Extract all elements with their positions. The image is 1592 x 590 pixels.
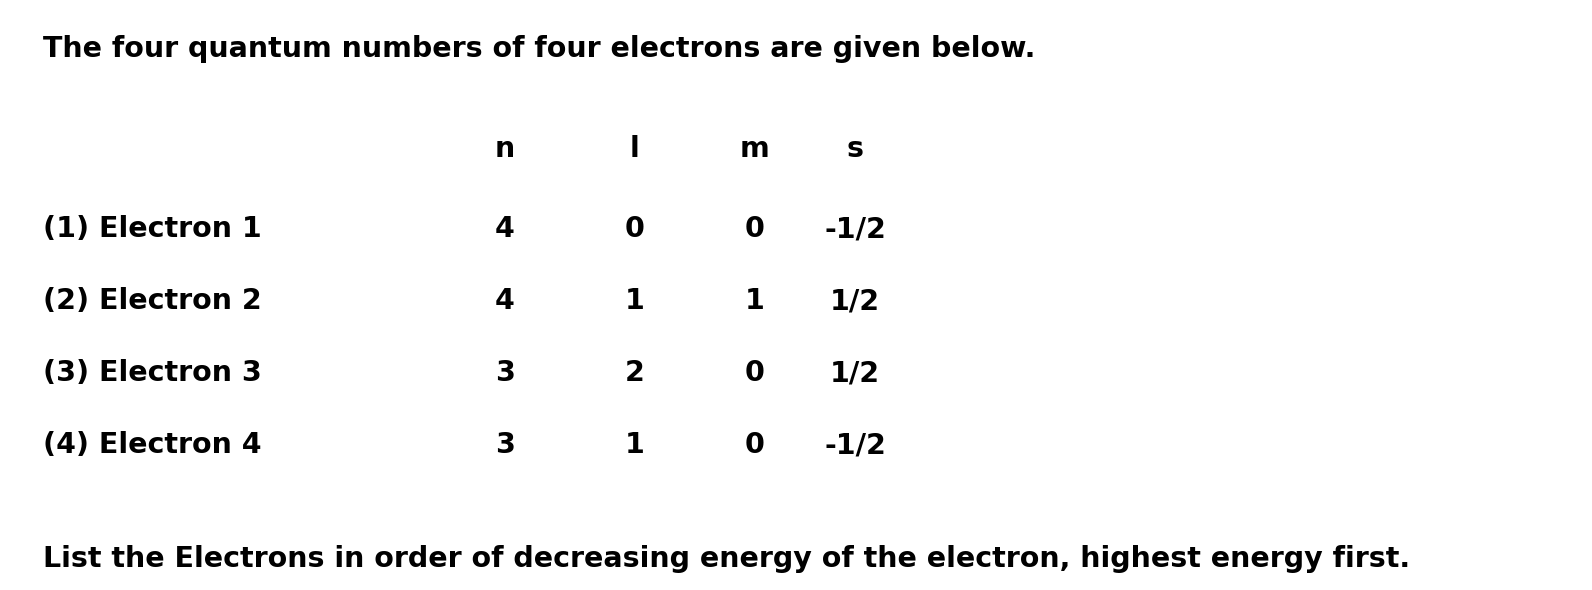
Text: 3: 3	[495, 359, 514, 387]
Text: The four quantum numbers of four electrons are given below.: The four quantum numbers of four electro…	[43, 35, 1035, 63]
Text: 1/2: 1/2	[829, 287, 880, 315]
Text: -1/2: -1/2	[825, 215, 885, 243]
Text: 1/2: 1/2	[829, 359, 880, 387]
Text: -1/2: -1/2	[825, 431, 885, 459]
Text: 2: 2	[626, 359, 645, 387]
Text: 1: 1	[626, 431, 645, 459]
Text: l: l	[630, 135, 640, 163]
Text: (2) Electron 2: (2) Electron 2	[43, 287, 261, 315]
Text: 1: 1	[626, 287, 645, 315]
Text: 0: 0	[745, 215, 764, 243]
Text: 4: 4	[495, 215, 514, 243]
Text: List the Electrons in order of decreasing energy of the electron, highest energy: List the Electrons in order of decreasin…	[43, 545, 1411, 573]
Text: m: m	[740, 135, 771, 163]
Text: 0: 0	[626, 215, 645, 243]
Text: 4: 4	[495, 287, 514, 315]
Text: 0: 0	[745, 431, 764, 459]
Text: (3) Electron 3: (3) Electron 3	[43, 359, 261, 387]
Text: n: n	[495, 135, 516, 163]
Text: 0: 0	[745, 359, 764, 387]
Text: s: s	[847, 135, 863, 163]
Text: (4) Electron 4: (4) Electron 4	[43, 431, 261, 459]
Text: (1) Electron 1: (1) Electron 1	[43, 215, 261, 243]
Text: 1: 1	[745, 287, 764, 315]
Text: 3: 3	[495, 431, 514, 459]
